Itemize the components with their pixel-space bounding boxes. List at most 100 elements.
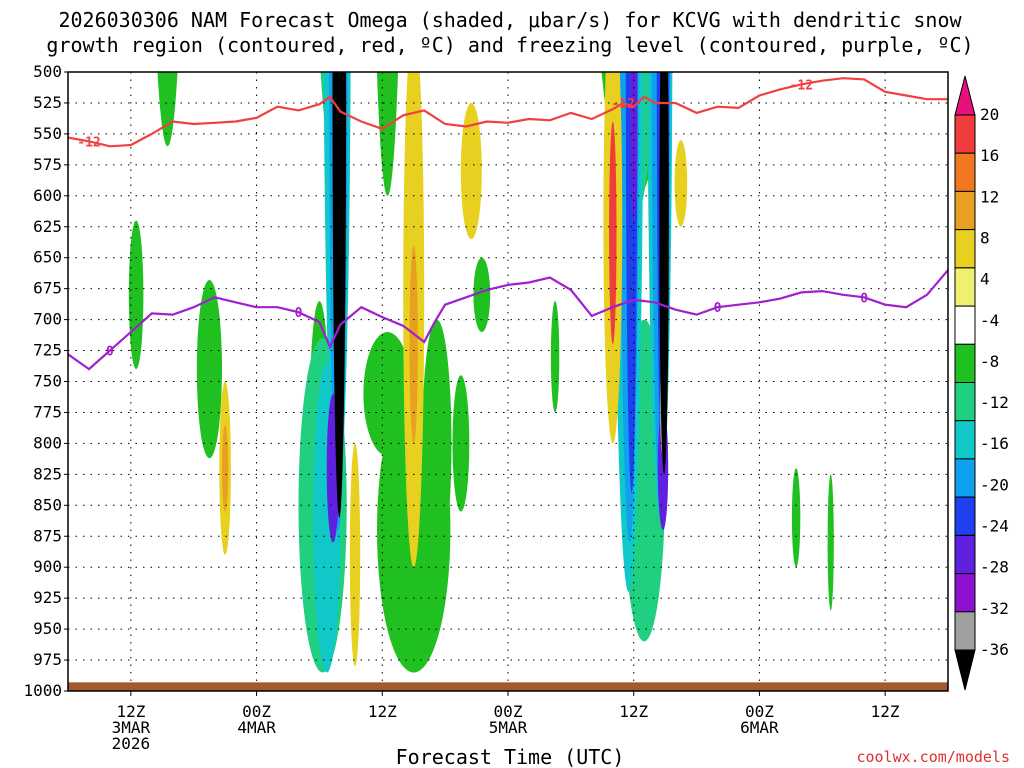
y-tick-label: 875 <box>33 526 62 545</box>
x-tick-label: 00Z <box>242 702 271 721</box>
omega-region <box>409 245 418 444</box>
omega-region <box>442 566 449 586</box>
colorbar-label: -32 <box>980 599 1009 618</box>
colorbar-swatch <box>954 305 976 345</box>
x-tick-label: 12Z <box>116 702 145 721</box>
x-tick-label: 2026 <box>112 734 151 753</box>
x-tick-label: 4MAR <box>237 718 276 737</box>
colorbar-swatch <box>954 267 976 307</box>
colorbar-label: -12 <box>980 393 1009 412</box>
omega-region <box>349 443 361 667</box>
freezing-level-contour <box>68 269 948 371</box>
freezing-level-contour-label: 0 <box>295 306 303 321</box>
omega-region <box>659 72 669 475</box>
colorbar-label: 4 <box>980 270 990 289</box>
omega-region <box>332 72 347 518</box>
x-tick-label: 12Z <box>368 702 397 721</box>
omega-region <box>473 257 491 332</box>
colorbar-label: 16 <box>980 146 999 165</box>
y-tick-label: 700 <box>33 310 62 329</box>
colorbar-swatch <box>954 152 976 192</box>
y-tick-label: 775 <box>33 403 62 422</box>
colorbar-swatch <box>954 343 976 383</box>
omega-region <box>674 140 688 227</box>
colorbar-swatch <box>954 649 976 691</box>
y-tick-label: 550 <box>33 124 62 143</box>
x-tick-label: 00Z <box>745 702 774 721</box>
colorbar-legend: 20 16 12 8 4 -4 -8 -12 -16 -20 -24 -28 -32 -36 <box>954 75 1009 691</box>
colorbar-label: 8 <box>980 229 990 248</box>
colorbar-label: -24 <box>980 517 1009 536</box>
freezing-level-contour-label: 0 <box>106 345 114 360</box>
y-tick-label: 825 <box>33 464 62 483</box>
colorbar-swatch <box>954 611 976 651</box>
y-tick-label: 650 <box>33 248 62 267</box>
omega-region <box>128 220 144 370</box>
omega-shading <box>128 72 834 673</box>
y-tick-label: 850 <box>33 495 62 514</box>
omega-region <box>452 375 470 512</box>
x-tick-label: 5MAR <box>489 718 528 737</box>
chart-title-line-1: 2026030306 NAM Forecast Omega (shaded, μ… <box>58 8 962 32</box>
colorbar-swatch <box>954 458 976 498</box>
y-tick-label: 975 <box>33 650 62 669</box>
y-tick-label: 800 <box>33 433 62 452</box>
omega-region <box>791 468 801 568</box>
x-tick-label: 6MAR <box>740 718 779 737</box>
credit-text: coolwx.com/models <box>856 748 1010 766</box>
y-tick-label: 750 <box>33 372 62 391</box>
y-tick-label: 925 <box>33 588 62 607</box>
omega-region <box>222 424 229 512</box>
colorbar-label: -8 <box>980 352 999 371</box>
colorbar-label: -28 <box>980 558 1009 577</box>
colorbar-swatch <box>954 190 976 231</box>
y-tick-label: 950 <box>33 619 62 638</box>
y-tick-label: 725 <box>33 341 62 360</box>
y-axis: 500 525 550 575 600 625 650 675 700 725 750 775 800 8… <box>23 62 68 700</box>
omega-region <box>196 280 222 459</box>
colorbar-label: 12 <box>980 187 999 206</box>
x-tick-label: 00Z <box>494 702 523 721</box>
colorbar-label: -16 <box>980 434 1009 453</box>
omega-region <box>363 332 412 456</box>
y-tick-label: 675 <box>33 279 62 298</box>
x-tick-label: 3MAR <box>112 718 151 737</box>
contour-layer: -12 -12 -12 0 0 0 0 <box>68 77 948 371</box>
colorbar-swatch <box>954 229 976 269</box>
colorbar-swatch <box>954 420 976 460</box>
x-axis-label: Forecast Time (UTC) <box>396 745 625 768</box>
x-tick-label: 12Z <box>871 702 900 721</box>
y-tick-label: 600 <box>33 186 62 205</box>
colorbar-label: -4 <box>980 311 999 330</box>
dgz-contour-label: -12 <box>77 135 100 150</box>
freezing-level-contour-label: 0 <box>714 301 722 316</box>
colorbar-swatch <box>954 573 976 613</box>
y-tick-label: 575 <box>33 155 62 174</box>
colorbar-label: 20 <box>980 105 999 124</box>
y-tick-label: 525 <box>33 93 62 112</box>
dgz-contour-label: -12 <box>611 97 634 112</box>
dgz-contour <box>68 77 948 148</box>
dgz-contour-label: -12 <box>790 78 813 93</box>
omega-region <box>460 102 482 240</box>
chart-title-line-2: growth region (contoured, red, ºC) and f… <box>46 33 973 57</box>
freezing-level-contour-label: 0 <box>860 291 868 306</box>
omega-region <box>630 72 638 221</box>
x-tick-label: 12Z <box>619 702 648 721</box>
ground-surface <box>68 682 948 691</box>
colorbar-swatch <box>954 496 976 536</box>
colorbar-label: -36 <box>980 640 1009 659</box>
colorbar-swatch <box>954 382 976 422</box>
y-tick-label: 500 <box>33 62 62 81</box>
ground-layer <box>68 682 948 691</box>
colorbar-label: -20 <box>980 475 1009 494</box>
colorbar-swatch <box>954 534 976 575</box>
omega-region <box>609 121 617 345</box>
colorbar-swatch <box>954 75 976 116</box>
colorbar-swatch <box>954 114 976 154</box>
omega-region <box>550 301 560 413</box>
omega-region <box>827 474 834 611</box>
y-tick-label: 1000 <box>23 681 62 700</box>
